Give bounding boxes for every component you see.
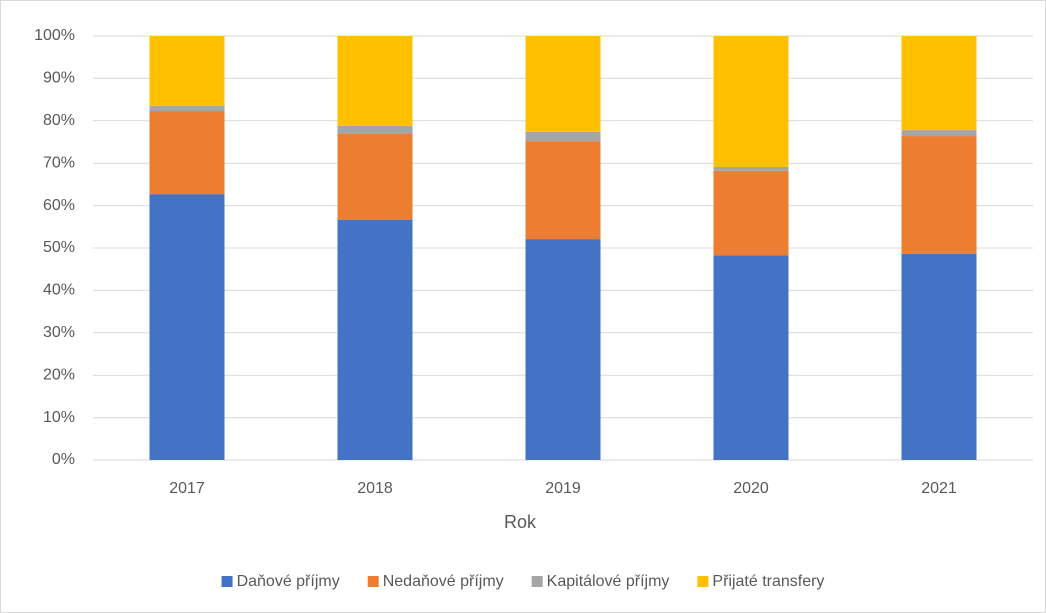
y-tick-label: 0% (52, 451, 75, 468)
legend-label: Kapitálové příjmy (547, 573, 670, 590)
y-tick-label: 70% (43, 154, 75, 171)
y-tick-label: 30% (43, 324, 75, 341)
bar-segment (525, 141, 601, 240)
bar-segment (149, 194, 225, 461)
x-tick-label: 2017 (169, 480, 205, 497)
legend-swatch (531, 576, 543, 587)
bar-segment (337, 125, 413, 134)
legend-label: Nedaňové příjmy (383, 573, 504, 590)
bar-segment (337, 133, 413, 221)
legend-swatch (367, 576, 379, 587)
x-axis-label: Rok (504, 512, 537, 532)
legend-swatch (221, 576, 233, 587)
bar-segment (337, 220, 413, 460)
legend-swatch (697, 576, 709, 587)
bar-segment (901, 136, 977, 254)
legend-label: Přijaté transfery (712, 573, 824, 590)
x-tick-label: 2021 (921, 480, 957, 497)
bar-segment (713, 167, 789, 171)
bar-segment (901, 253, 977, 460)
bar-segment (525, 131, 601, 142)
bar-segment (337, 36, 413, 126)
y-tick-label: 10% (43, 409, 75, 426)
bar-segment (713, 170, 789, 256)
bar-segment (713, 36, 789, 168)
y-tick-label: 60% (43, 197, 75, 214)
y-tick-label: 100% (34, 27, 75, 44)
x-tick-label: 2019 (545, 480, 581, 497)
bar-segment (149, 36, 225, 106)
y-tick-label: 40% (43, 282, 75, 299)
x-tick-label: 2020 (733, 480, 769, 497)
y-tick-label: 50% (43, 239, 75, 256)
bar-segment (713, 255, 789, 460)
bar-segment (901, 130, 977, 137)
bar-segment (149, 105, 225, 112)
y-tick-label: 20% (43, 366, 75, 383)
bar-segment (525, 36, 601, 132)
x-tick-label: 2018 (357, 480, 393, 497)
bar-segment (149, 111, 225, 195)
legend-label: Daňové příjmy (237, 573, 340, 590)
bar-segment (901, 36, 977, 131)
bar-segment (525, 239, 601, 460)
y-tick-label: 80% (43, 112, 75, 129)
y-tick-label: 90% (43, 70, 75, 87)
